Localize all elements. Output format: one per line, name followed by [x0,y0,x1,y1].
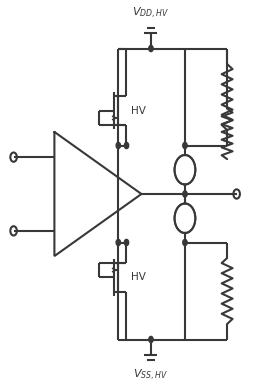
Text: $V_{SS,HV}$: $V_{SS,HV}$ [133,367,169,383]
Circle shape [175,156,194,183]
Text: HV: HV [131,106,146,116]
Text: $V_{DD,HV}$: $V_{DD,HV}$ [132,5,169,21]
Circle shape [183,191,187,197]
Text: HV: HV [131,272,146,282]
Circle shape [149,336,153,343]
Circle shape [183,239,187,246]
Circle shape [124,239,129,246]
Circle shape [116,239,120,246]
Circle shape [116,142,120,149]
Circle shape [175,205,194,232]
Circle shape [124,142,129,149]
Circle shape [149,45,153,52]
Circle shape [183,142,187,149]
